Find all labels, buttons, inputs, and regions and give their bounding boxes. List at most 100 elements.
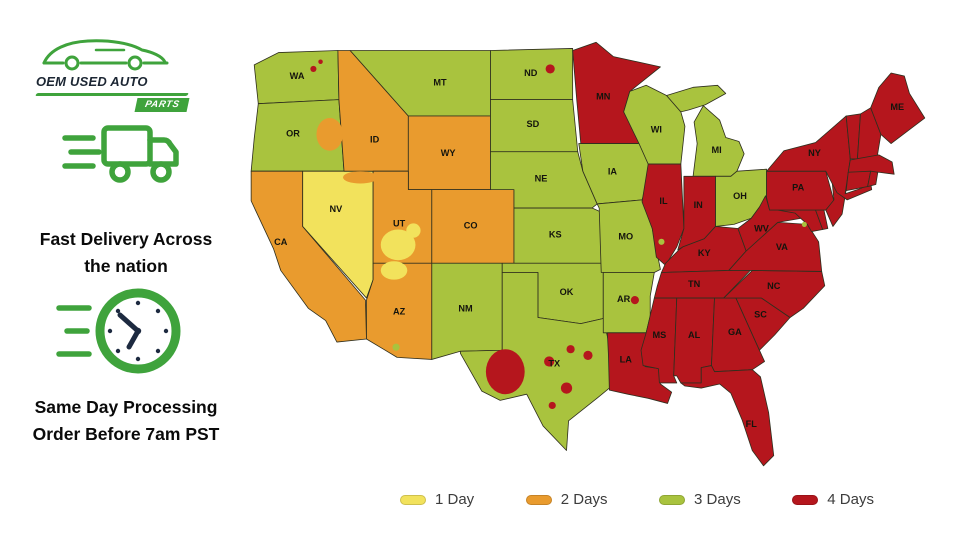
state-label-nm: NM [458, 303, 473, 313]
state-label-ca: CA [274, 237, 288, 247]
state-fl [680, 365, 775, 467]
zone-patch [801, 221, 807, 227]
legend-label-3days: 3 Days [694, 491, 741, 508]
state-label-or: OR [286, 128, 300, 138]
state-mi [692, 105, 745, 177]
clock-ticks [107, 300, 169, 362]
state-label-wi: WI [651, 124, 662, 134]
truck-cargo-box [101, 125, 153, 167]
state-label-mt: MT [433, 77, 447, 87]
zone-patch [392, 343, 400, 351]
zone-patch [658, 238, 665, 245]
zone-patch [545, 64, 555, 74]
state-label-va: VA [776, 242, 788, 252]
zone-patch [380, 261, 408, 280]
legend-swatch-1day [400, 494, 426, 505]
zone-patch [316, 118, 344, 151]
zone-patch [310, 65, 317, 72]
legend-item-1day: 1 Day [400, 491, 474, 508]
state-label-nv: NV [329, 204, 343, 214]
state-label-in: IN [694, 200, 704, 210]
processing-line1: Same Day Processing [34, 397, 218, 417]
truck-wheel [109, 161, 131, 183]
state-label-co: CO [464, 220, 478, 230]
state-label-ny: NY [808, 148, 821, 158]
car-logo-icon [42, 39, 169, 71]
zone-patches [310, 59, 807, 410]
zone-patch [548, 401, 556, 410]
state-label-nd: ND [524, 68, 538, 78]
state-label-al: AL [688, 330, 701, 340]
state-label-tn: TN [688, 279, 701, 289]
state-label-ok: OK [560, 287, 574, 297]
zone-patch [485, 349, 525, 395]
processing-line2: Order Before 7am PST [32, 424, 220, 444]
zone-patch [560, 382, 573, 394]
legend-label-1day: 1 Day [435, 491, 475, 508]
state-tx [459, 272, 610, 451]
fast-delivery-caption: Fast Delivery Across the nation [0, 226, 252, 280]
state-label-ks: KS [549, 230, 562, 240]
fast-delivery-line1: Fast Delivery Across [39, 229, 213, 249]
state-label-mo: MO [618, 232, 633, 242]
legend-swatch-4days [792, 494, 819, 505]
legend-item-3days: 3 Days [659, 491, 741, 508]
delivery-legend: 1 Day 2 Days 3 Days 4 Days [400, 491, 874, 508]
state-label-tx: TX [548, 359, 561, 369]
truck-wheel [150, 161, 172, 183]
zone-patch [318, 59, 323, 65]
state-label-fl: FL [746, 419, 758, 429]
state-label-wy: WY [441, 148, 456, 158]
state-label-ms: MS [653, 330, 667, 340]
delivery-truck-icon [62, 125, 179, 183]
legend-label-4days: 4 Days [827, 491, 874, 508]
state-label-oh: OH [733, 191, 747, 201]
state-label-mi: MI [711, 145, 721, 155]
logo-title: OEM USED AUTO [36, 73, 188, 91]
state-label-ne: NE [535, 173, 548, 183]
state-label-me: ME [890, 102, 904, 112]
fast-delivery-line2: the nation [84, 256, 168, 276]
zone-patch [380, 229, 416, 261]
zone-patch [343, 171, 378, 184]
state-ny [766, 115, 873, 201]
state-me [870, 72, 926, 145]
logo-title-text: OEM USED AUTO [36, 74, 148, 89]
zone-patch [583, 350, 593, 360]
state-label-il: IL [659, 196, 668, 206]
state-label-az: AZ [393, 306, 406, 316]
state-label-nc: NC [767, 281, 781, 291]
clock-center [134, 327, 142, 335]
state-labels: WA OR CA NV ID MT WY UT CO AZ NM ND SD N… [274, 68, 904, 429]
state-label-sd: SD [526, 119, 539, 129]
logo: OEM USED AUTO PARTS [35, 34, 190, 112]
legend-label-2days: 2 Days [560, 491, 608, 508]
state-label-la: LA [620, 354, 633, 364]
zone-patch [406, 223, 421, 238]
state-label-mn: MN [596, 92, 611, 102]
legend-item-4days: 4 Days [792, 491, 874, 508]
state-label-ga: GA [728, 327, 742, 337]
state-ri [867, 170, 879, 187]
zone-patch [566, 345, 575, 354]
clock-icon [56, 288, 181, 374]
state-label-wa: WA [290, 71, 305, 81]
state-label-pa: PA [792, 183, 804, 193]
logo-underline [35, 93, 189, 96]
state-nh [857, 107, 882, 160]
states-layer [250, 41, 926, 467]
state-nc [723, 270, 826, 318]
state-wi [623, 84, 686, 165]
state-label-ia: IA [608, 166, 618, 176]
legend-swatch-2days [525, 494, 552, 505]
processing-caption: Same Day Processing Order Before 7am PST [0, 394, 252, 448]
zone-patch [544, 356, 555, 367]
state-pa [766, 170, 835, 211]
legend-swatch-3days [659, 494, 686, 505]
legend-item-2days: 2 Days [525, 491, 608, 508]
state-label-id: ID [370, 135, 380, 145]
state-mi-upper [666, 84, 727, 113]
state-label-sc: SC [754, 309, 767, 319]
us-delivery-map: WA OR CA NV ID MT WY UT CO AZ NM ND SD N… [250, 41, 926, 467]
